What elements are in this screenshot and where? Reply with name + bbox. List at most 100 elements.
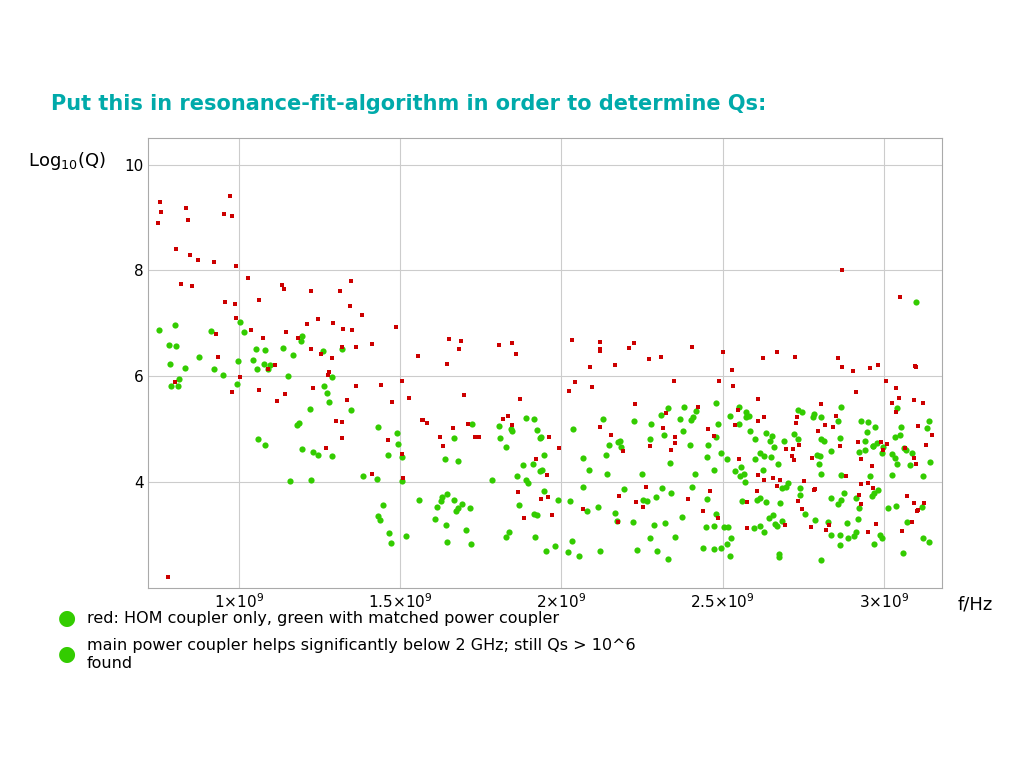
Text: ●: ● [57, 608, 76, 628]
Point [838, 470, 854, 482]
Point [738, 521, 755, 534]
Point [627, 397, 643, 409]
Point [764, 429, 780, 442]
Point [884, 396, 900, 409]
Point [833, 432, 849, 445]
Point [737, 406, 754, 419]
Point [318, 387, 335, 399]
Point [344, 324, 360, 336]
Point [756, 525, 772, 538]
Point [347, 341, 364, 353]
Point [410, 349, 426, 362]
Point [772, 474, 788, 486]
Point [833, 401, 849, 413]
Point [504, 419, 520, 432]
Point [251, 383, 267, 396]
Text: 26.11.2010: 26.11.2010 [20, 734, 88, 746]
Point [299, 318, 315, 330]
Point [840, 532, 856, 545]
Point [829, 415, 846, 427]
Point [858, 425, 874, 438]
Point [765, 441, 781, 453]
Point [916, 497, 933, 509]
Point [682, 439, 698, 451]
Point [859, 525, 876, 538]
Point [393, 475, 410, 488]
Point [268, 395, 285, 407]
Point [540, 491, 556, 503]
Point [303, 285, 319, 297]
Text: © 2010 UNIVERSITÄT ROSTOCK | FAKULTÄT INFORMATIK UND ELEKTROTECHNIK: © 2010 UNIVERSITÄT ROSTOCK | FAKULTÄT IN… [430, 733, 894, 747]
Point [851, 446, 867, 458]
Point [370, 473, 386, 485]
Point [813, 398, 829, 410]
Point [324, 352, 340, 364]
Point [161, 339, 177, 351]
Point [154, 206, 170, 218]
Point [889, 458, 905, 470]
Point [820, 516, 837, 528]
Point [851, 489, 867, 502]
Point [343, 275, 359, 287]
Point [701, 485, 718, 498]
Point [924, 429, 940, 441]
Point [806, 484, 822, 496]
Text: 13: 13 [968, 734, 983, 746]
Point [334, 416, 350, 429]
Point [638, 481, 654, 493]
Point [291, 416, 307, 429]
Point [496, 412, 512, 425]
Point [887, 431, 903, 443]
Point [447, 505, 464, 517]
Point [865, 486, 882, 498]
Point [667, 436, 683, 449]
Point [746, 453, 763, 465]
Point [324, 371, 340, 383]
Point [322, 396, 338, 408]
Point [711, 512, 727, 525]
Point [609, 435, 626, 448]
Point [243, 324, 259, 336]
Point [908, 505, 925, 518]
Point [634, 468, 650, 481]
Point [574, 503, 591, 515]
Point [746, 522, 763, 535]
Point [532, 492, 549, 505]
Point [888, 382, 904, 394]
Point [626, 415, 642, 428]
Point [290, 331, 306, 343]
Point [642, 532, 658, 545]
Point [833, 528, 849, 541]
Point [830, 352, 847, 364]
Point [715, 346, 731, 359]
Point [662, 457, 678, 469]
Point [888, 500, 904, 512]
Point [657, 407, 674, 419]
Point [285, 349, 301, 361]
Point [817, 419, 834, 431]
Point [426, 513, 442, 525]
Point [365, 338, 381, 350]
Point [167, 319, 183, 332]
Point [433, 495, 450, 508]
Point [170, 379, 186, 392]
Point [440, 333, 457, 345]
Point [895, 547, 911, 559]
Point [383, 396, 399, 408]
Point [897, 442, 913, 454]
Point [752, 447, 768, 459]
Point [551, 442, 567, 454]
Point [822, 492, 839, 504]
Point [373, 379, 389, 391]
Point [755, 464, 771, 476]
Point [316, 380, 333, 392]
Point [694, 505, 711, 517]
Point [731, 401, 748, 413]
Point [892, 290, 908, 303]
Point [451, 343, 467, 356]
Point [813, 411, 829, 423]
Text: H.-W. Glock: H.-W. Glock [819, 734, 886, 746]
Point [683, 413, 699, 425]
Point [860, 477, 877, 489]
Point [564, 535, 581, 547]
